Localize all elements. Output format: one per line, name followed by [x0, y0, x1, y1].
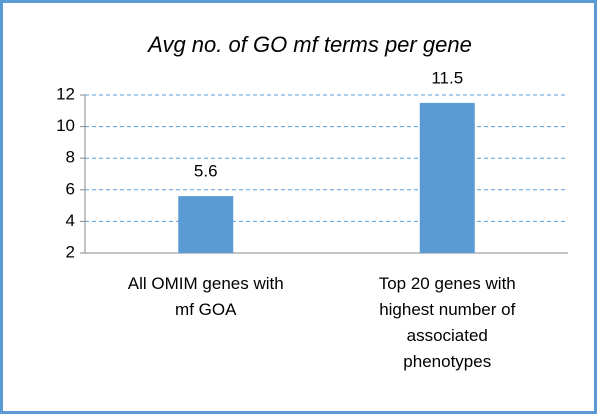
- data-label: 11.5: [431, 68, 463, 87]
- y-tick-label: 12: [56, 84, 75, 103]
- y-tick-label: 6: [66, 179, 75, 198]
- x-tick-label: All OMIM genes with mf GOA: [128, 274, 284, 319]
- bar: [178, 196, 234, 253]
- y-tick-label: 4: [66, 211, 75, 230]
- label-line: associated: [407, 326, 488, 345]
- y-tick-label: 2: [66, 242, 75, 261]
- label-line: phenotypes: [403, 352, 491, 371]
- label-line: All OMIM genes with: [128, 274, 284, 293]
- bar: [419, 102, 475, 254]
- label-line: mf GOA: [175, 300, 237, 319]
- data-label: 5.6: [194, 162, 218, 181]
- label-line: highest number of: [379, 300, 515, 319]
- x-tick-label: Top 20 genes with highest number of associ…: [379, 274, 516, 371]
- label-line: Top 20 genes with: [379, 274, 516, 293]
- chart-title: Avg no. of GO mf terms per gene: [146, 32, 472, 57]
- y-tick-label: 10: [56, 116, 75, 135]
- y-tick-label: 8: [66, 148, 75, 167]
